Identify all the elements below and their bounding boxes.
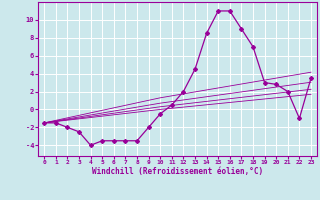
X-axis label: Windchill (Refroidissement éolien,°C): Windchill (Refroidissement éolien,°C) (92, 167, 263, 176)
